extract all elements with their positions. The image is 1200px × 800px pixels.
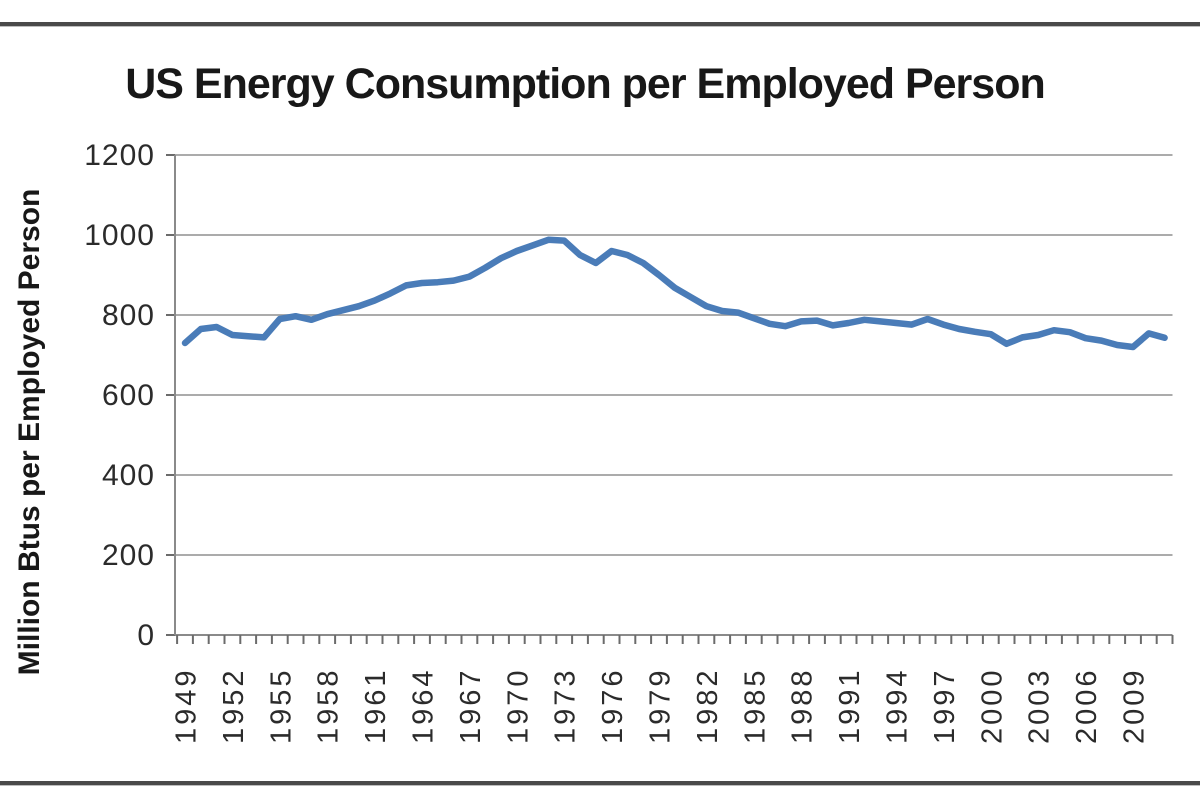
x-tick-label: 1967 <box>455 667 487 744</box>
y-tick-label: 1000 <box>84 219 155 252</box>
x-tick-label: 1952 <box>218 667 250 744</box>
energy-series-line <box>181 236 1168 351</box>
x-tick-label: 1970 <box>502 667 534 744</box>
series-layer <box>181 236 1168 351</box>
x-tick-label: 1994 <box>882 667 914 744</box>
x-tick-label: 1958 <box>313 667 345 744</box>
x-tick-label: 1949 <box>171 667 203 744</box>
x-tick-label: 1997 <box>929 667 961 744</box>
x-tick-label: 2006 <box>1071 667 1103 744</box>
y-tick-label: 400 <box>102 459 155 492</box>
x-tick-label: 1985 <box>739 667 771 744</box>
x-tick-label: 1961 <box>360 667 392 744</box>
x-tick-label: 1976 <box>597 667 629 744</box>
chart-title: US Energy Consumption per Employed Perso… <box>125 60 1046 108</box>
y-tick-label: 600 <box>102 379 155 412</box>
x-tick-label: 2000 <box>976 667 1008 744</box>
x-tick-label: 1991 <box>834 667 866 744</box>
y-tick-label: 200 <box>102 539 155 572</box>
tick-labels-layer: 0 200 400 600 800 1000 1200 1949 1952 1955 1958 196… <box>84 139 1150 744</box>
y-tick-label: 1200 <box>84 139 155 172</box>
x-tick-label: 1955 <box>265 667 297 744</box>
x-tick-label: 1979 <box>645 667 677 744</box>
top-divider <box>0 22 1200 27</box>
bottom-divider <box>0 781 1200 786</box>
gridlines-layer <box>175 154 1173 556</box>
x-tick-label: 2009 <box>1119 667 1151 744</box>
y-tick-label: 800 <box>102 299 155 332</box>
x-tick-label: 1988 <box>787 667 819 744</box>
x-tick-label: 1982 <box>692 667 724 744</box>
x-tick-label: 1964 <box>408 667 440 744</box>
x-tick-label: 2003 <box>1024 667 1056 744</box>
y-tick-label: 0 <box>137 619 155 652</box>
axes-layer <box>166 154 1174 644</box>
x-tick-label: 1973 <box>550 667 582 744</box>
